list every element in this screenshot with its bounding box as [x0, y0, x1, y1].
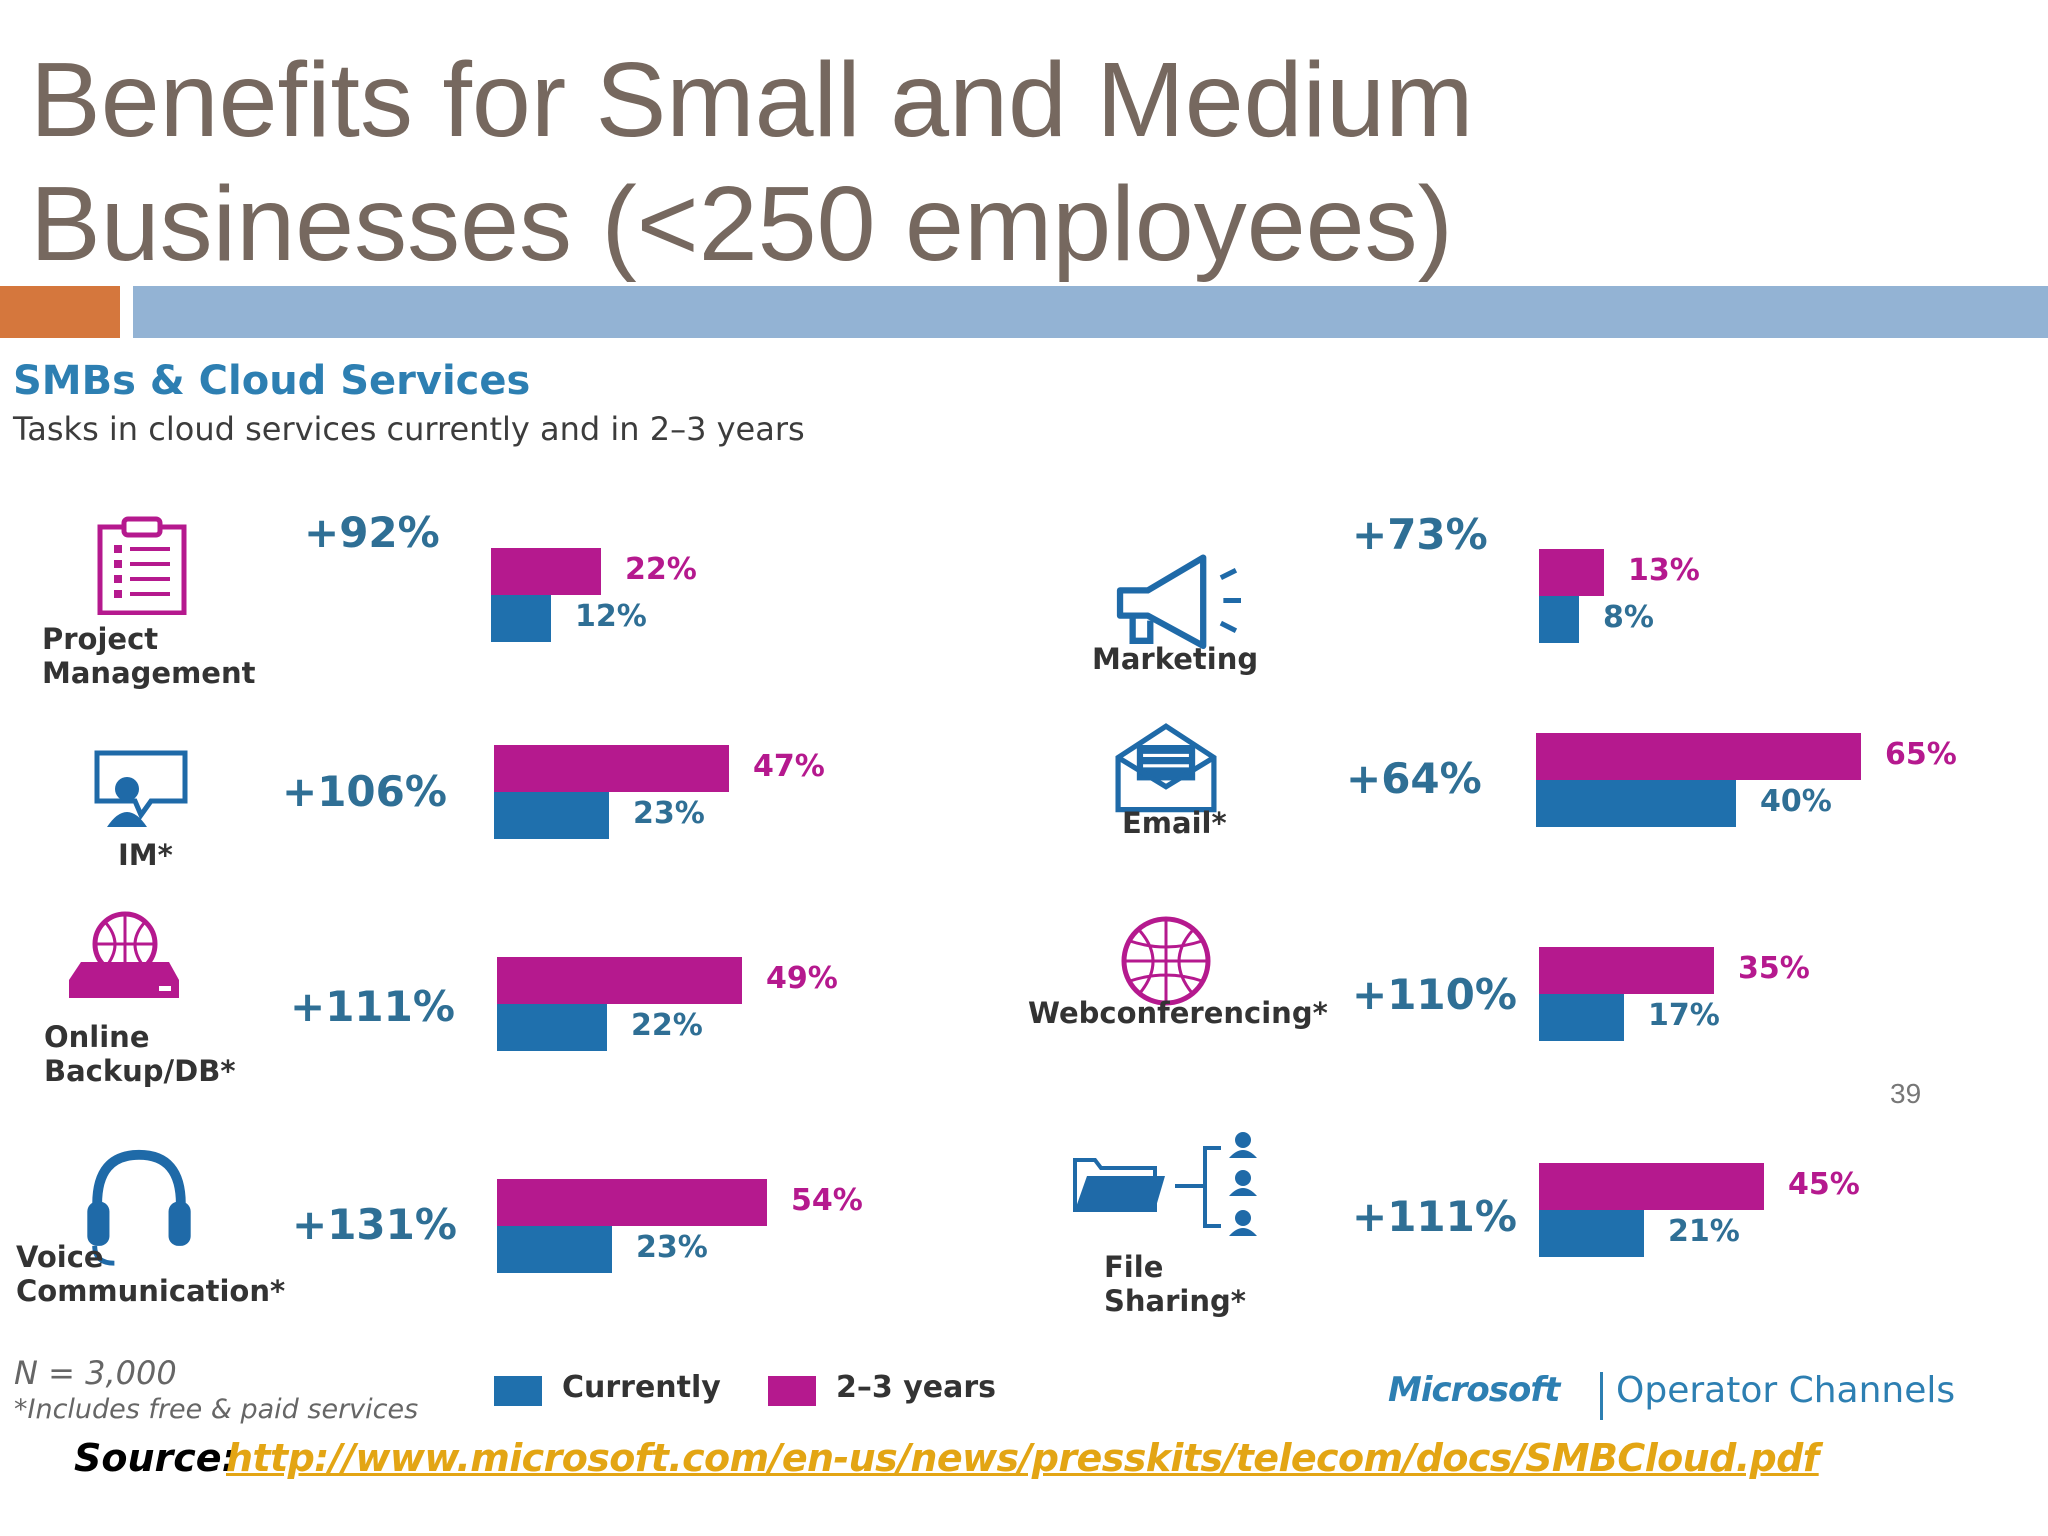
infographic: SMBs & Cloud Services Tasks in cloud ser…: [0, 340, 2048, 1470]
bar-future-marketing: [1539, 549, 1604, 596]
value-label-future-voice-communication: 54%: [791, 1183, 863, 1218]
bar-future-voice-communication: [497, 1179, 767, 1226]
value-label-currently-marketing: 8%: [1603, 600, 1654, 635]
chat-user-icon: [94, 750, 188, 827]
value-label-currently-im: 23%: [633, 796, 705, 831]
envelope-icon: [1115, 723, 1217, 813]
page-number: 39: [1890, 1078, 1922, 1109]
legend-future-label: 2–3 years: [836, 1370, 996, 1405]
chart-subtitle: Tasks in cloud services currently and in…: [13, 410, 805, 448]
bar-currently-im: [494, 792, 609, 839]
category-label-marketing: Marketing: [1092, 642, 1259, 676]
category-label-im: IM*: [118, 838, 173, 872]
globe-icon: [1121, 916, 1211, 1006]
legend-future-swatch: [768, 1376, 816, 1406]
category-label-project-management: Project Management: [42, 622, 256, 690]
value-label-future-marketing: 13%: [1628, 553, 1700, 588]
microsoft-logo: Microsoft: [1388, 1370, 1560, 1410]
slide-title: Benefits for Small and Medium Businesses…: [30, 41, 1474, 283]
bar-currently-online-backup-db: [497, 1004, 607, 1051]
category-label-file-sharing: File Sharing*: [1104, 1250, 1246, 1318]
bar-currently-email: [1536, 780, 1736, 827]
title-accent-orange: [0, 286, 120, 338]
bar-future-online-backup-db: [497, 957, 742, 1004]
category-label-webconferencing: Webconferencing*: [1028, 996, 1328, 1030]
operator-channels-label: Operator Channels: [1616, 1370, 1956, 1411]
headset-icon: [87, 1149, 191, 1266]
source-link[interactable]: http://www.microsoft.com/en-us/news/pres…: [226, 1436, 1819, 1480]
value-label-currently-webconferencing: 17%: [1648, 998, 1720, 1033]
chart-title: SMBs & Cloud Services: [13, 358, 531, 404]
bar-currently-voice-communication: [497, 1226, 612, 1273]
legend-currently-label: Currently: [562, 1370, 721, 1405]
sample-size-note: N = 3,000: [14, 1354, 177, 1392]
growth-label-im: +106%: [282, 767, 447, 816]
growth-label-email: +64%: [1346, 754, 1482, 803]
growth-label-voice-communication: +131%: [292, 1200, 457, 1249]
bar-currently-file-sharing: [1539, 1210, 1644, 1257]
growth-label-marketing: +73%: [1352, 510, 1488, 559]
category-label-voice-communication: Voice Communication*: [16, 1240, 286, 1308]
includes-note: *Includes free & paid services: [14, 1394, 419, 1425]
value-label-future-webconferencing: 35%: [1738, 951, 1810, 986]
value-label-future-email: 65%: [1885, 737, 1957, 772]
value-label-currently-file-sharing: 21%: [1668, 1214, 1740, 1249]
bar-currently-project-management: [491, 595, 551, 642]
globe-drive-icon: [69, 911, 179, 998]
source-label: Source:: [74, 1436, 237, 1480]
clipboard-icon: [97, 516, 187, 615]
legend-currently-swatch: [494, 1376, 542, 1406]
value-label-future-project-management: 22%: [625, 552, 697, 587]
value-label-currently-project-management: 12%: [575, 599, 647, 634]
bar-future-project-management: [491, 548, 601, 595]
growth-label-webconferencing: +110%: [1352, 970, 1517, 1019]
value-label-currently-email: 40%: [1760, 784, 1832, 819]
category-label-online-backup-db: Online Backup/DB*: [44, 1020, 236, 1088]
brand-divider: [1600, 1372, 1603, 1420]
growth-label-project-management: +92%: [304, 508, 440, 557]
bar-currently-webconferencing: [1539, 994, 1624, 1041]
bar-currently-marketing: [1539, 596, 1579, 643]
bar-future-im: [494, 745, 729, 792]
megaphone-icon: [1116, 554, 1241, 649]
growth-label-online-backup-db: +111%: [290, 982, 455, 1031]
growth-label-file-sharing: +111%: [1352, 1192, 1517, 1241]
value-label-future-file-sharing: 45%: [1788, 1167, 1860, 1202]
bar-future-email: [1536, 733, 1861, 780]
value-label-currently-online-backup-db: 22%: [631, 1008, 703, 1043]
bar-future-webconferencing: [1539, 947, 1714, 994]
value-label-future-im: 47%: [753, 749, 825, 784]
value-label-currently-voice-communication: 23%: [636, 1230, 708, 1265]
bar-future-file-sharing: [1539, 1163, 1764, 1210]
value-label-future-online-backup-db: 49%: [766, 961, 838, 996]
folder-share-icon: [1073, 1132, 1257, 1236]
category-label-email: Email*: [1122, 806, 1227, 840]
title-accent-blue: [133, 286, 2048, 338]
